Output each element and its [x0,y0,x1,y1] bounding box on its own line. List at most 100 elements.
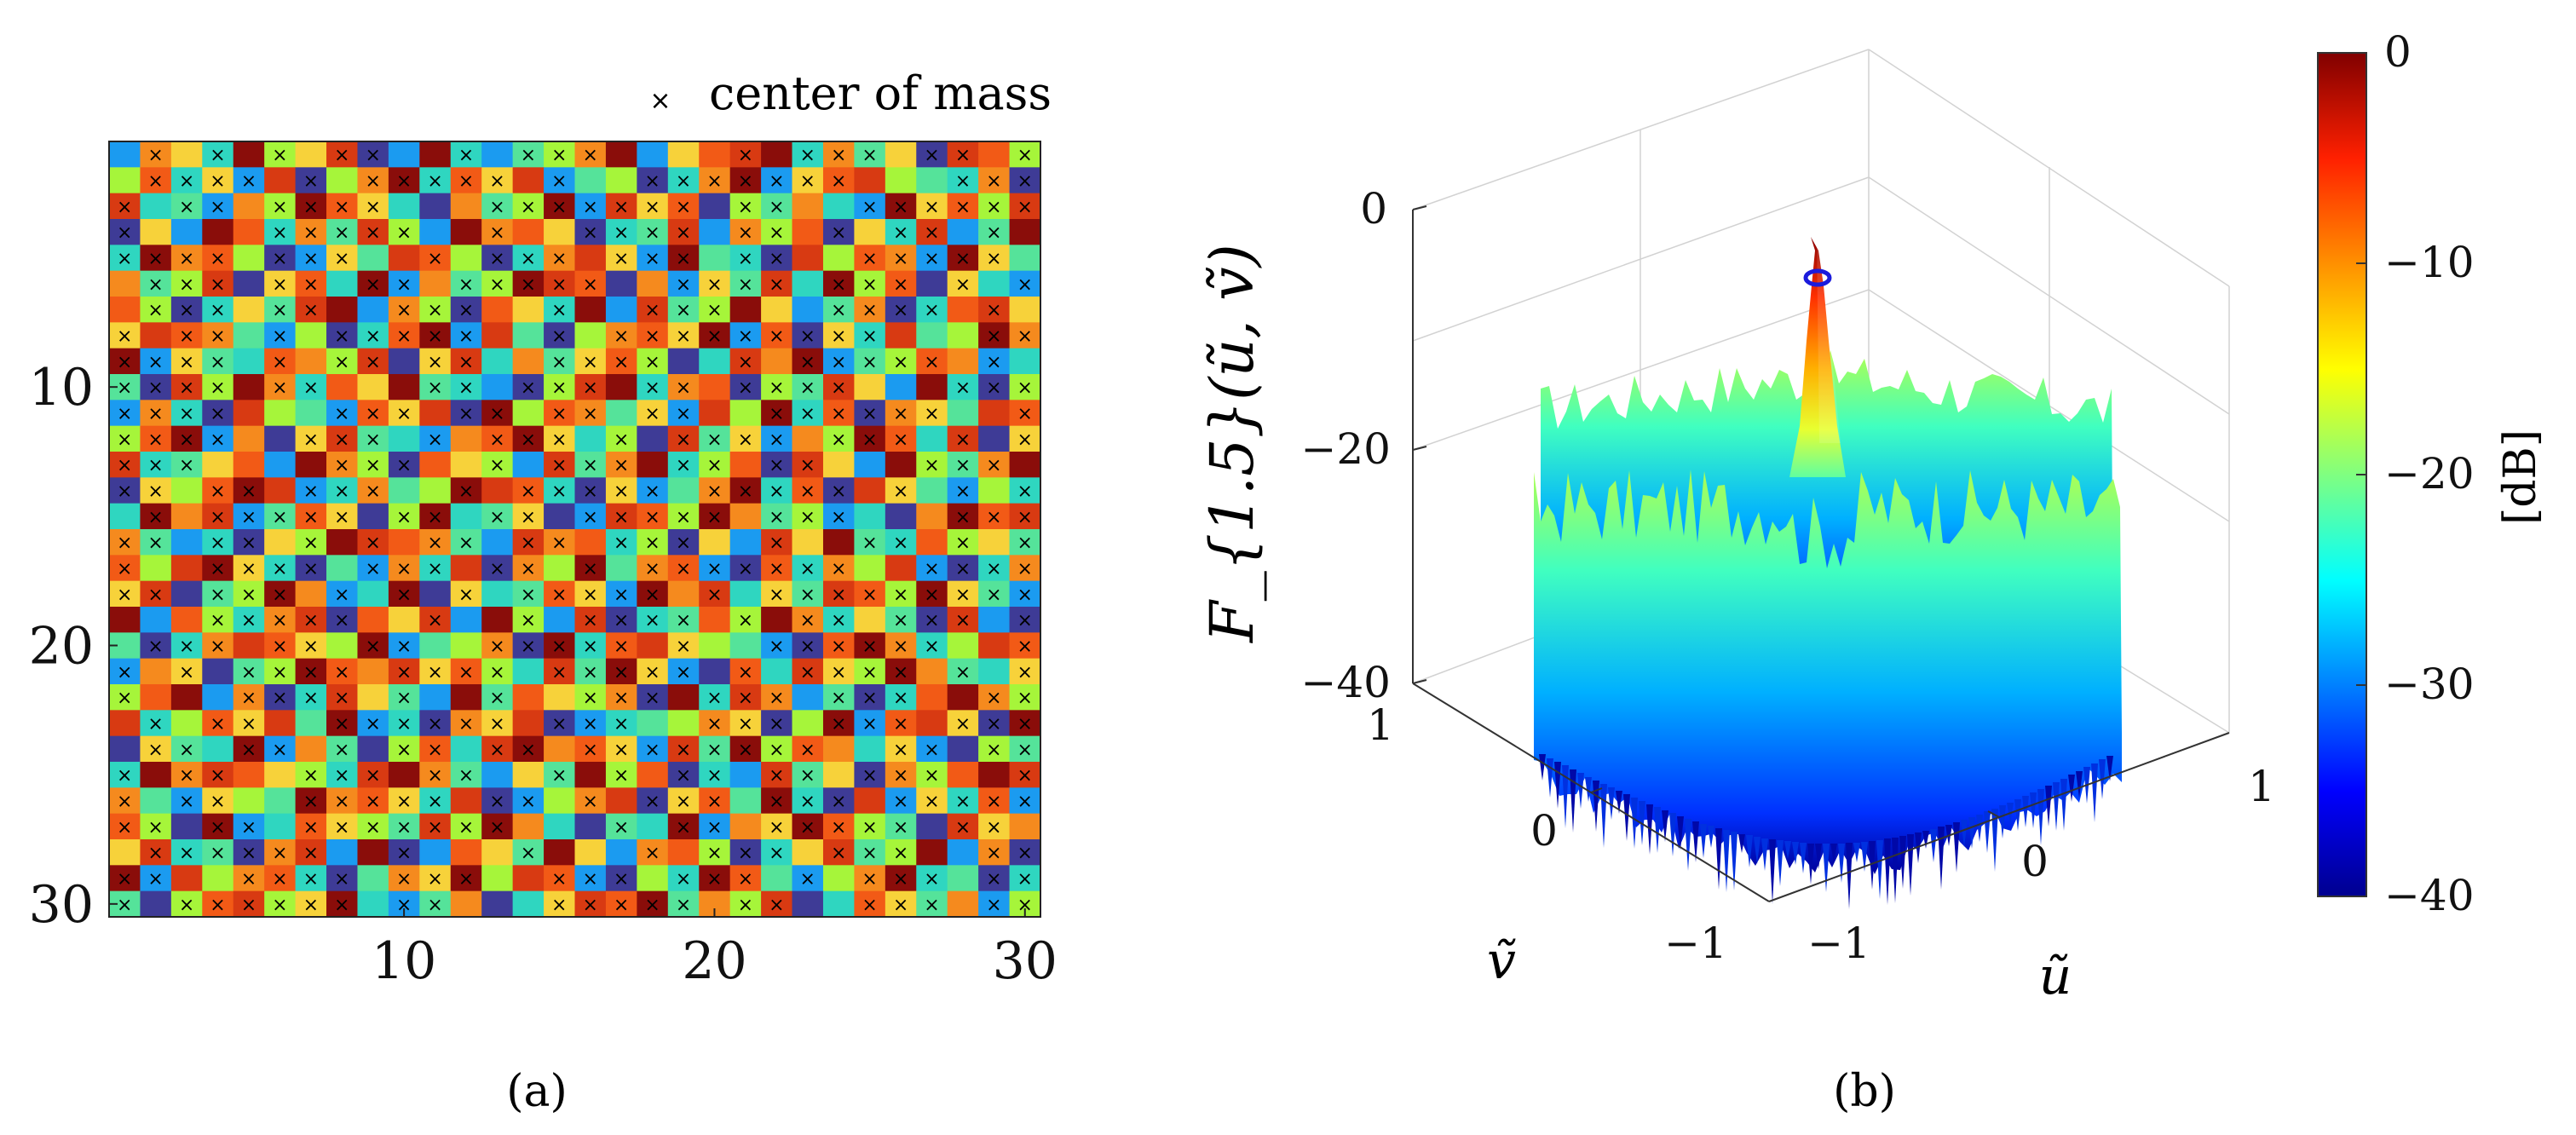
center-of-mass-marker: × [769,792,784,813]
heatmap-cell [109,710,141,737]
heatmap-cell [388,193,420,220]
heatmap-cell [326,167,359,194]
surface-spike [1930,829,1937,862]
heatmap-cell [916,632,948,660]
heatmap-cell [326,452,359,478]
heatmap-cell [295,297,327,323]
center-of-mass-marker: × [303,481,319,503]
center-of-mass-marker: × [334,249,349,270]
center-of-mass-marker: × [769,377,784,399]
heatmap-cell [419,580,452,608]
center-of-mass-marker: × [676,222,691,244]
center-of-mass-marker: × [427,559,442,580]
center-of-mass-marker: × [955,197,971,218]
heatmap-cell [699,374,731,400]
center-of-mass-marker: × [738,688,753,709]
heatmap-cell [978,658,1011,685]
center-of-mass-marker: × [147,300,163,321]
heatmap-cell [792,477,824,504]
heatmap-cell [761,813,793,840]
surface-spike [1807,844,1814,884]
heatmap-cell [202,322,234,349]
heatmap-cell [885,348,917,375]
heatmap-cell [481,839,514,866]
heatmap-cell [202,762,234,788]
heatmap-cell [1009,684,1041,711]
heatmap-cell [822,477,855,504]
center-of-mass-marker: × [614,637,629,658]
heatmap-cell [637,503,669,530]
heatmap-cell [233,141,265,168]
heatmap-cell [792,865,824,892]
heatmap-cell [822,710,855,737]
center-of-mass-marker: × [644,352,660,373]
heatmap-cell [699,141,731,168]
heatmap-cell [481,787,514,815]
heatmap-cell [574,555,607,582]
center-of-mass-marker: × [676,171,691,193]
center-of-mass-marker: × [210,352,225,373]
center-of-mass-marker: × [489,274,504,296]
center-of-mass-marker: × [769,765,784,786]
center-of-mass-marker: × [210,585,225,606]
heatmap-cell [885,374,917,400]
heatmap-cell [233,503,265,530]
heatmap-cell [512,270,545,297]
center-of-mass-marker: × [706,740,722,761]
heatmap-cell [792,658,824,685]
heatmap-cell [1009,839,1041,866]
heatmap-cell [822,529,855,556]
heatmap-cell [450,632,482,660]
heatmap-cell [822,813,855,840]
heatmap-cell [916,684,948,711]
heatmap-cell [729,374,762,400]
heatmap-cell [978,813,1011,840]
center-of-mass-marker: × [210,765,225,786]
heatmap-cell [326,374,359,400]
surface-spike [1953,822,1960,873]
heatmap-cell [854,658,886,685]
heatmap-cell [1009,141,1041,168]
heatmap-cell [512,477,545,504]
surface-spike [1899,836,1906,889]
center-of-mass-marker: × [272,688,287,709]
heatmap-cell [419,452,452,478]
heatmap-cell [419,865,452,892]
heatmap-cell [512,245,545,272]
heatmap-cell [388,141,420,168]
heatmap-cell [202,167,234,194]
legend-label: center of mass [709,66,1052,120]
heatmap-cell [202,452,234,478]
center-of-mass-marker: × [210,559,225,580]
u-axis-label: ũ [2039,947,2072,1006]
heatmap-cell [326,787,359,815]
center-of-mass-marker: × [706,792,722,813]
heatmap-cell [947,787,979,815]
heatmap-cell [512,348,545,375]
heatmap-cell [792,555,824,582]
heatmap-cell [916,503,948,530]
surface-spike [1646,804,1653,855]
center-of-mass-marker: × [117,585,132,606]
center-of-mass-marker: × [334,688,349,709]
center-of-mass-marker: × [614,765,629,786]
heatmap-cell [761,400,793,427]
heatmap-cell [544,270,576,297]
heatmap-cell [326,710,359,737]
heatmap-cell [947,813,979,840]
heatmap-cell [544,580,576,608]
heatmap-cell [574,580,607,608]
heatmap-cell [761,735,793,763]
heatmap-cell [1009,452,1041,478]
heatmap-cell [202,193,234,220]
heatmap-cell [792,580,824,608]
center-of-mass-marker: × [427,507,442,528]
heatmap-cell [729,813,762,840]
heatmap-cell [605,787,637,815]
heatmap-cell [295,865,327,892]
surface-spike [1876,840,1883,899]
heatmap-cell [1009,270,1041,297]
center-of-mass-marker: × [179,792,194,813]
heatmap-cell [544,503,576,530]
center-of-mass-marker: × [365,533,380,554]
